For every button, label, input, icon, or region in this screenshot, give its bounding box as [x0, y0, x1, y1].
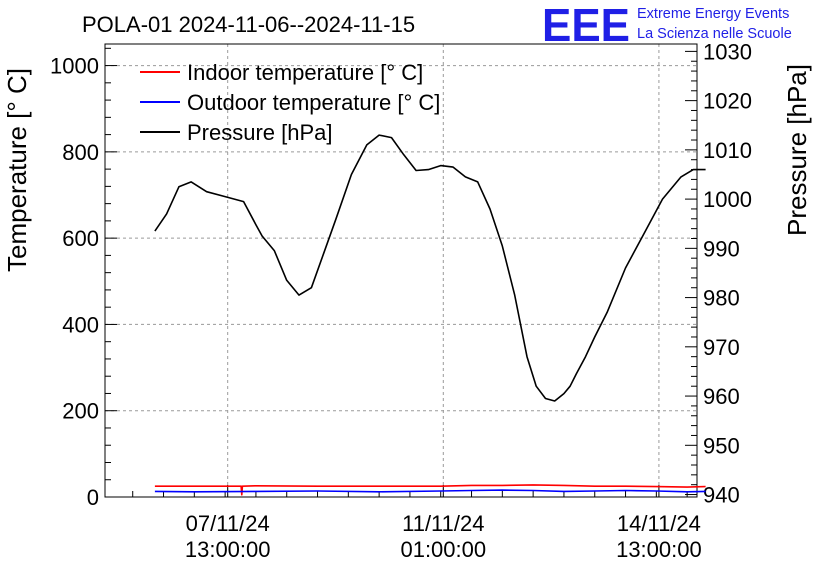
x-tick-date: 11/11/24 [402, 511, 484, 536]
x-tick-time: 13:00:00 [616, 537, 702, 562]
x-tick-time: 01:00:00 [400, 537, 486, 562]
plot-frame [104, 43, 698, 498]
legend-label-1: Outdoor temperature [° C] [187, 90, 440, 115]
x-axis-labels: 07/11/2413:00:0011/11/2401:00:0014/11/24… [185, 511, 702, 562]
logo-line-2: La Scienza nelle Scuole [637, 26, 792, 42]
left-tick-label: 0 [87, 485, 99, 510]
x-tick-date: 07/11/24 [186, 511, 270, 536]
left-axis-title: Temperature [° C] [2, 68, 32, 272]
series-line-1 [154, 489, 706, 493]
logo-line-1: Extreme Energy Events [637, 6, 789, 22]
series-group [154, 134, 706, 496]
left-tick-label: 600 [62, 226, 99, 251]
logo-letters: EEE [542, 0, 630, 51]
left-tick-label: 200 [62, 399, 99, 424]
right-axis-title: Pressure [hPa] [782, 64, 812, 236]
left-axis-labels: 0 200 400 600 800 1000 [50, 54, 99, 510]
chart-title: POLA-01 2024-11-06--2024-11-15 [82, 12, 415, 37]
left-tick-label: 800 [62, 140, 99, 165]
left-tick-label: 1000 [50, 54, 99, 79]
right-axis-labels: 940 950 960 970 980 990 1000 1010 1020 1030 [703, 39, 752, 507]
right-tick-label: 940 [703, 483, 740, 508]
legend-label-0: Indoor temperature [° C] [187, 60, 423, 85]
series-line-2 [154, 134, 706, 402]
right-tick-label: 950 [703, 433, 740, 458]
eee-logo: EEE Extreme Energy Events La Scienza nel… [542, 0, 792, 51]
x-tick-date: 14/11/24 [617, 511, 701, 536]
legend: Indoor temperature [° C] Outdoor temperat… [140, 60, 440, 145]
right-tick-label: 1010 [703, 138, 752, 163]
left-tick-label: 400 [62, 312, 99, 337]
series-line-0 [154, 484, 706, 496]
right-tick-label: 980 [703, 286, 740, 311]
right-tick-label: 960 [703, 384, 740, 409]
right-tick-label: 990 [703, 236, 740, 261]
legend-label-2: Pressure [hPa] [187, 120, 333, 145]
right-tick-label: 1020 [703, 89, 752, 114]
right-tick-label: 970 [703, 335, 740, 360]
x-tick-time: 13:00:00 [185, 537, 271, 562]
right-tick-label: 1000 [703, 187, 752, 212]
axis-ticks [105, 47, 697, 498]
right-tick-label: 1030 [703, 39, 752, 64]
